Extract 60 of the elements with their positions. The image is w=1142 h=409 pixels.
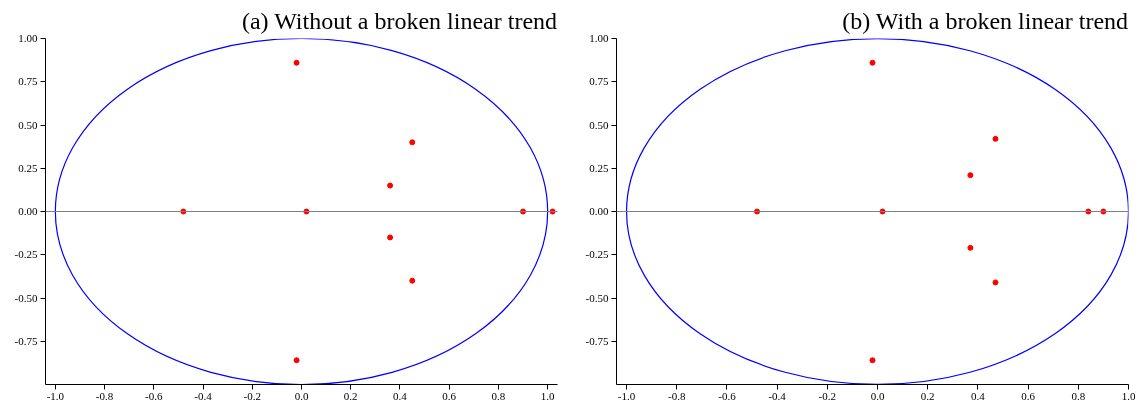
point — [992, 135, 999, 142]
point — [967, 172, 974, 179]
chart-title: (b) With a broken linear trend — [842, 7, 1129, 34]
point — [409, 277, 416, 284]
point — [387, 182, 394, 189]
x-tick-label: 0.2 — [343, 389, 358, 402]
x-tick-label: 0.6 — [1021, 389, 1036, 402]
point — [869, 357, 876, 364]
point — [1085, 208, 1092, 215]
x-tick-label: -0.2 — [243, 389, 261, 402]
y-tick-label: 0.00 — [18, 205, 38, 217]
x-tick-label: 0.8 — [491, 389, 506, 402]
x-tick-label: 0.8 — [1071, 389, 1086, 402]
point — [992, 279, 999, 286]
point — [754, 208, 761, 215]
y-tick-label: 1.00 — [589, 32, 609, 44]
point — [1100, 208, 1107, 215]
x-tick-label: -0.6 — [718, 389, 737, 402]
y-tick-label: 0.75 — [18, 75, 38, 88]
y-tick-label: 0.25 — [18, 161, 38, 174]
point — [303, 208, 310, 215]
x-tick-label: -0.8 — [668, 389, 686, 402]
chart-title: (a) Without a broken linear trend — [241, 7, 558, 34]
x-tick-label: -0.4 — [768, 389, 787, 402]
y-tick-label: 1.00 — [18, 32, 38, 44]
x-tick-label: -1.0 — [617, 389, 636, 402]
x-tick-label: 0.6 — [442, 389, 457, 402]
x-tick-label: -0.6 — [145, 389, 164, 402]
y-tick-label: -0.75 — [585, 334, 609, 347]
x-tick-label: 0.4 — [393, 389, 408, 402]
x-tick-label: -0.8 — [95, 389, 114, 402]
point — [409, 139, 416, 146]
x-tick-label: 0.0 — [870, 389, 885, 402]
y-tick-label: 0.50 — [589, 118, 609, 131]
point — [520, 208, 527, 215]
x-tick-label: -1.0 — [46, 389, 65, 402]
x-tick-label: -0.2 — [818, 389, 837, 402]
point — [387, 234, 394, 241]
y-tick-label: 0.25 — [589, 161, 609, 174]
x-tick-label: 1.0 — [1121, 389, 1136, 402]
point — [967, 244, 974, 251]
y-tick-label: 0.00 — [589, 205, 609, 217]
y-tick-label: -0.25 — [14, 248, 38, 261]
y-tick-label: -0.50 — [585, 291, 609, 304]
point — [293, 59, 300, 66]
x-tick-label: 0.0 — [294, 389, 309, 402]
x-tick-label: 0.4 — [971, 389, 986, 402]
point — [869, 59, 876, 66]
x-tick-label: 1.0 — [540, 389, 556, 402]
y-tick-label: -0.75 — [14, 334, 38, 347]
point — [180, 208, 187, 215]
y-tick-label: -0.25 — [585, 248, 609, 261]
point — [879, 208, 886, 215]
y-tick-label: -0.50 — [14, 291, 38, 304]
x-tick-label: 0.2 — [920, 389, 935, 402]
point — [293, 357, 300, 364]
x-tick-label: -0.4 — [194, 389, 213, 402]
y-tick-label: 0.50 — [18, 118, 38, 131]
point — [549, 208, 556, 215]
y-tick-label: 0.75 — [589, 75, 609, 88]
